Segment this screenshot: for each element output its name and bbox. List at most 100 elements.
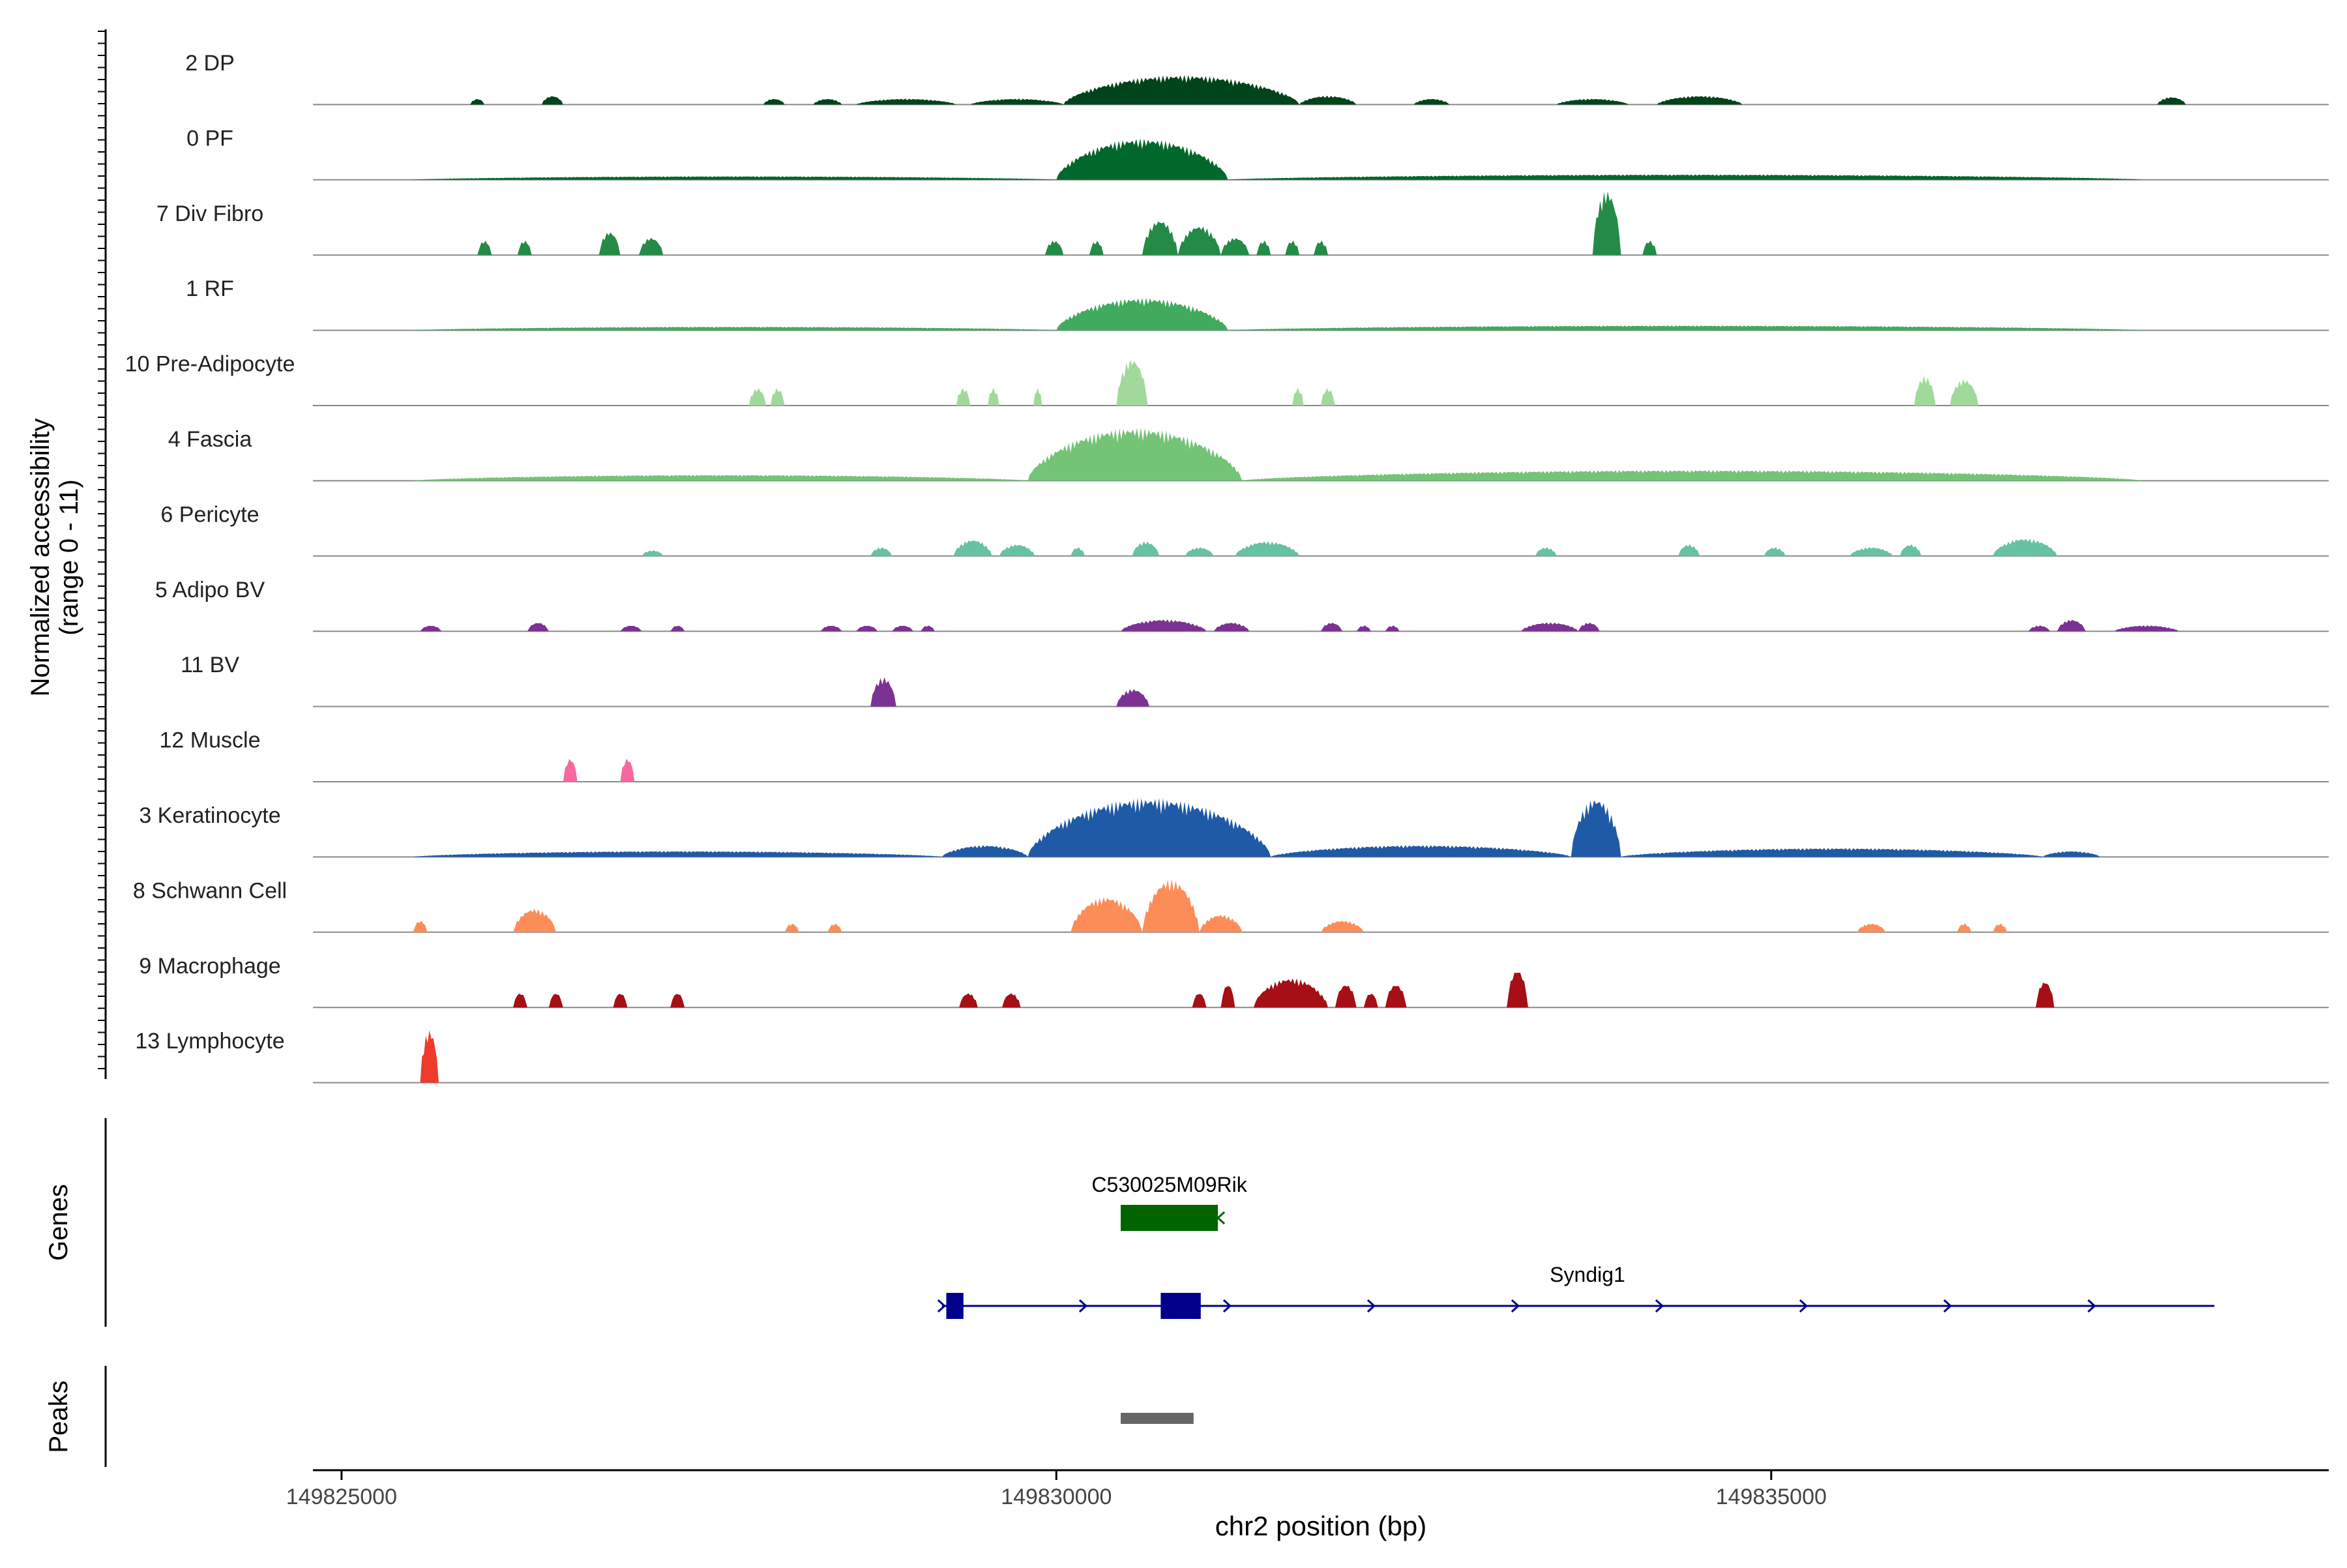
gene-exon — [946, 1293, 964, 1319]
coverage-peak — [870, 547, 893, 556]
x-tick-label: 149825000 — [286, 1485, 397, 1509]
coverage-peak — [1132, 541, 1160, 556]
y-axis-title-line2: (range 0 - 11) — [55, 479, 83, 635]
coverage-peak — [1571, 800, 1621, 857]
coverage-peak — [1914, 376, 1936, 406]
coverage-peak — [670, 994, 685, 1008]
x-axis-ticks: 149825000 149830000 149835000 — [286, 1470, 1827, 1509]
coverage-peak — [1292, 387, 1304, 406]
coverage-peak — [413, 327, 1057, 331]
coverage-peak — [1044, 241, 1064, 256]
coverage-peak — [1535, 547, 1557, 556]
gene-name-label: C530025M09Rik — [1091, 1173, 1247, 1196]
gene-syndig1: Syndig1 — [937, 1263, 2215, 1319]
track-7-div-fibro: 7 Div Fibro — [156, 191, 2329, 256]
strand-arrow-icon — [937, 1299, 947, 1313]
track-label: 12 Muscle — [160, 728, 261, 753]
coverage-peak — [513, 994, 527, 1008]
strand-arrow-icon — [1943, 1299, 1953, 1313]
strand-arrow-icon — [1078, 1299, 1088, 1313]
coverage-peak — [1385, 986, 1407, 1008]
coverage-peak — [563, 759, 578, 782]
track-6-pericyte: 6 Pericyte — [160, 502, 2329, 557]
track-10-pre-adipocyte: 10 Pre-Adipocyte — [125, 352, 2329, 406]
coverage-peak — [1556, 98, 1629, 105]
coverage-peak — [1199, 915, 1243, 932]
coverage-peak — [1235, 541, 1300, 556]
gene-c530025m09rik: C530025M09Rik — [1091, 1173, 1248, 1231]
coverage-peak — [856, 98, 956, 105]
coverage-peak — [1116, 689, 1149, 707]
coverage-peak — [770, 388, 785, 406]
coverage-peak — [813, 98, 842, 105]
coverage-peak — [2028, 625, 2050, 632]
coverage-tracks: 2 DP 0 PF 7 Div Fibro 1 RF 10 Pre-Adipocyte 4… — [125, 51, 2329, 1084]
track-label: 0 PF — [186, 126, 233, 151]
coverage-peak — [613, 994, 628, 1008]
strand-arrow-icon — [1511, 1299, 1520, 1313]
coverage-peak — [970, 98, 1064, 105]
coverage-peak — [1063, 75, 1300, 105]
coverage-peak — [1142, 879, 1200, 932]
coverage-peak — [413, 475, 1028, 481]
coverage-peak — [1857, 923, 1886, 932]
track-label: 3 Keratinocyte — [139, 803, 280, 828]
coverage-peak — [784, 923, 799, 932]
coverage-peak — [1363, 994, 1378, 1008]
coverage-peak — [1992, 923, 2007, 932]
coverage-peak — [527, 623, 549, 632]
track-9-macrophage: 9 Macrophage — [139, 954, 2329, 1009]
coverage-peak — [827, 923, 842, 932]
strand-arrow-icon — [1655, 1299, 1664, 1313]
coverage-peak — [1678, 544, 1700, 556]
track-label: 8 Schwann Cell — [133, 878, 287, 903]
coverage-peak — [477, 241, 492, 256]
coverage-peak — [1256, 240, 1271, 256]
coverage-peak — [1213, 623, 1250, 632]
coverage-peak — [956, 388, 971, 406]
gene-exon — [1160, 1293, 1201, 1319]
coverage-peak — [1321, 623, 1342, 632]
strand-arrow-icon — [1216, 1211, 1226, 1225]
y-axis-title-line1: Normalized accessibility — [26, 419, 55, 697]
x-tick-label: 149830000 — [1001, 1485, 1112, 1509]
strand-arrow-icon — [1366, 1299, 1376, 1313]
coverage-peak — [999, 544, 1035, 556]
coverage-peak — [2043, 851, 2101, 857]
coverage-peak — [1764, 547, 1786, 556]
track-2-dp: 2 DP — [185, 51, 2329, 106]
coverage-peak — [1056, 297, 1228, 331]
coverage-peak — [1192, 994, 1207, 1008]
coverage-peak — [1228, 174, 2143, 180]
x-tick-label: 149835000 — [1716, 1485, 1827, 1509]
track-label: 11 BV — [181, 653, 239, 677]
gene-name-label: Syndig1 — [1550, 1263, 1625, 1286]
coverage-peak — [1621, 848, 2043, 857]
coverage-peak — [870, 677, 896, 707]
coverage-peak — [1314, 240, 1328, 256]
gene-annotations: C530025M09Rik Syndig1 — [937, 1173, 2215, 1319]
track-8-schwann-cell: 8 Schwann Cell — [133, 878, 2329, 933]
coverage-peak — [670, 625, 685, 632]
track-3-keratinocyte: 3 Keratinocyte — [139, 798, 2329, 858]
coverage-peak — [1385, 625, 1400, 632]
coverage-peak — [1578, 622, 1600, 632]
coverage-peak — [1992, 539, 2058, 556]
strand-arrow-icon — [2087, 1299, 2097, 1313]
coverage-peak — [1220, 238, 1250, 256]
track-label: 4 Fascia — [168, 427, 252, 452]
coverage-peak — [892, 625, 913, 632]
coverage-peak — [1070, 897, 1142, 932]
track-11-bv: 11 BV — [181, 653, 2329, 707]
coverage-peak — [1228, 325, 2143, 331]
coverage-peak — [1949, 379, 1979, 406]
coverage-peak — [2114, 625, 2179, 632]
track-label: 7 Div Fibro — [156, 201, 263, 226]
coverage-peak — [1507, 972, 1528, 1008]
coverage-peak — [413, 851, 942, 857]
coverage-peak — [1956, 923, 1971, 932]
peak-region-bar — [1121, 1413, 1194, 1424]
coverage-peak — [2157, 96, 2186, 105]
strand-arrow-icon — [1799, 1299, 1808, 1313]
